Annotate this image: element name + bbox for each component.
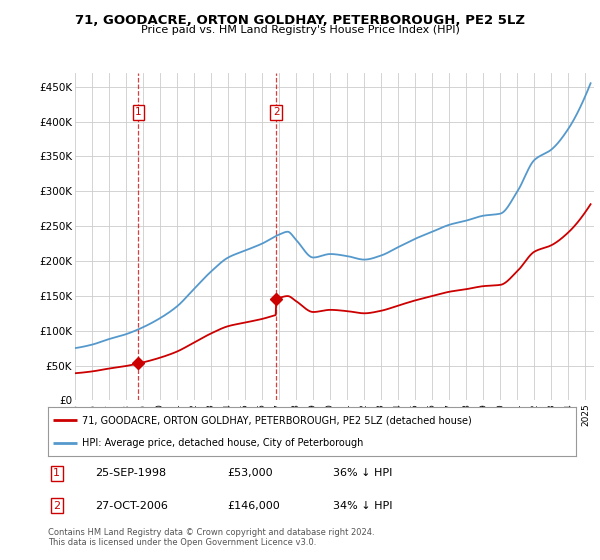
Text: £146,000: £146,000 — [227, 501, 280, 511]
Text: 34% ↓ HPI: 34% ↓ HPI — [333, 501, 392, 511]
Text: 2: 2 — [273, 107, 280, 117]
Text: 25-SEP-1998: 25-SEP-1998 — [95, 468, 167, 478]
Text: 71, GOODACRE, ORTON GOLDHAY, PETERBOROUGH, PE2 5LZ (detached house): 71, GOODACRE, ORTON GOLDHAY, PETERBOROUG… — [82, 416, 472, 426]
Text: 1: 1 — [53, 468, 60, 478]
Text: 2: 2 — [53, 501, 61, 511]
Text: 27-OCT-2006: 27-OCT-2006 — [95, 501, 169, 511]
Text: HPI: Average price, detached house, City of Peterborough: HPI: Average price, detached house, City… — [82, 438, 364, 448]
Text: 1: 1 — [135, 107, 142, 117]
Text: 36% ↓ HPI: 36% ↓ HPI — [333, 468, 392, 478]
Text: 71, GOODACRE, ORTON GOLDHAY, PETERBOROUGH, PE2 5LZ: 71, GOODACRE, ORTON GOLDHAY, PETERBOROUG… — [75, 14, 525, 27]
Text: Contains HM Land Registry data © Crown copyright and database right 2024.
This d: Contains HM Land Registry data © Crown c… — [48, 528, 374, 547]
Text: Price paid vs. HM Land Registry's House Price Index (HPI): Price paid vs. HM Land Registry's House … — [140, 25, 460, 35]
Text: £53,000: £53,000 — [227, 468, 273, 478]
